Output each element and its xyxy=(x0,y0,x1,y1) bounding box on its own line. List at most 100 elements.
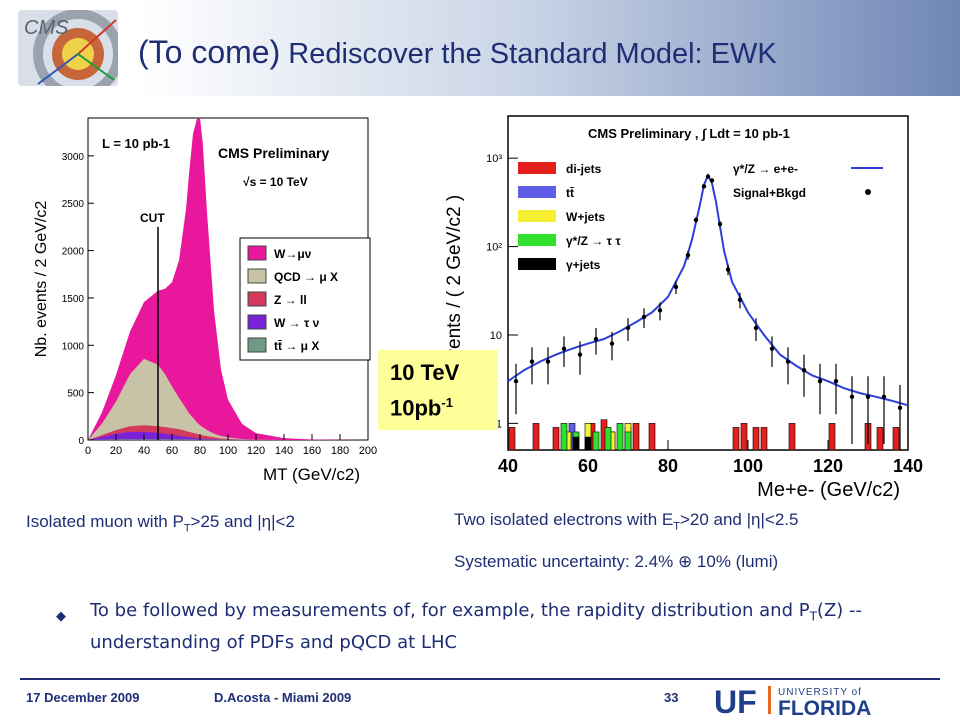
data-point xyxy=(577,352,583,357)
background-bar xyxy=(760,427,768,451)
data-point xyxy=(785,359,791,364)
data-point xyxy=(769,346,775,351)
legend-label: Signal+Bkgd xyxy=(733,186,806,200)
data-point xyxy=(657,308,663,313)
mee-chart: 1 10 10² 10³ 40 60 80 100 120 140 CMS Preliminary … xyxy=(438,108,938,501)
background-bar xyxy=(532,423,540,451)
data-point xyxy=(529,359,535,364)
title-rest: Rediscover the Standard Model: EWK xyxy=(280,38,777,70)
footer-date: 17 December 2009 xyxy=(26,690,140,705)
energy-badge: 10 TeV 10pb-1 xyxy=(378,350,498,430)
x-tick-label: 60 xyxy=(578,456,598,476)
caption-electrons: Two isolated electrons with ET>20 and |η… xyxy=(454,510,798,532)
diamond-bullet-icon: ◆ xyxy=(56,609,66,624)
x-tick-label: 80 xyxy=(658,456,678,476)
data-point xyxy=(709,178,715,183)
badge-lumi-value: 10pb xyxy=(390,395,442,421)
x-tick-label: 20 xyxy=(110,445,122,457)
data-point xyxy=(705,174,711,179)
energy-label: √s = 10 TeV xyxy=(243,175,308,189)
legend-label: QCD → μ X xyxy=(274,270,338,284)
badge-energy: 10 TeV xyxy=(390,360,460,385)
y-tick-label: 0 xyxy=(78,436,84,447)
data-point xyxy=(725,267,731,272)
data-point xyxy=(849,394,855,399)
y-tick-label: 1 xyxy=(496,418,502,430)
y-tick-label: 10 xyxy=(490,330,502,342)
uf-letters: UF xyxy=(714,684,757,718)
data-point xyxy=(513,379,519,384)
background-bar xyxy=(732,427,740,451)
mee-chart-svg: 1 10 10² 10³ 40 60 80 100 120 140 CMS Preliminary … xyxy=(444,115,923,501)
legend-swatch xyxy=(518,186,556,198)
badge-lumi: 10pb-1 xyxy=(390,388,498,423)
caption-el-b: >20 and | xyxy=(679,510,752,529)
x-axis-label: Me+e- (GeV/c2) xyxy=(757,479,900,500)
x-tick-label: 140 xyxy=(275,445,293,457)
legend-swatch xyxy=(247,268,267,284)
background-bar xyxy=(876,427,884,451)
y-tick-label: 2000 xyxy=(62,247,85,258)
title-bar: CMS (To come) Rediscover the Standard Mo… xyxy=(0,0,960,96)
data-point xyxy=(641,314,647,320)
legend-label: Z → ll xyxy=(274,293,307,307)
title-prefix: (To come) xyxy=(138,34,281,70)
caption-muon-c: |<2 xyxy=(271,512,295,531)
legend-label: di-jets xyxy=(566,162,602,176)
legend-label: γ+jets xyxy=(566,258,601,272)
legend-label: tt̄ xyxy=(566,186,574,200)
data-point xyxy=(753,325,759,331)
data-point xyxy=(801,367,807,373)
legend-swatch xyxy=(518,162,556,174)
x-tick-label: 60 xyxy=(166,445,178,457)
legend-swatch xyxy=(518,234,556,246)
legend-label: γ*/Z → τ τ xyxy=(566,234,621,248)
bullet-sub: T xyxy=(809,609,817,624)
legend-label: W→μν xyxy=(274,247,312,261)
cms-logo: CMS xyxy=(18,10,118,86)
data-point xyxy=(673,284,679,290)
y-tick-label: 3000 xyxy=(62,152,85,163)
plot-frame xyxy=(507,115,909,451)
bullet-a: To be followed by measurements of, for e… xyxy=(90,600,810,621)
legend-label: W+jets xyxy=(566,210,605,224)
data-point xyxy=(625,325,631,331)
y-axis-label: Nb. events / 2 GeV/c2 xyxy=(33,201,50,358)
bullet-text: To be followed by measurements of, for e… xyxy=(90,598,940,656)
uf-florida: FLORIDA xyxy=(778,697,871,718)
systematic-uncertainty: Systematic uncertainty: 2.4% ⊕ 10% (lumi… xyxy=(454,552,778,572)
badge-lumi-exp: -1 xyxy=(441,395,453,410)
background-bar xyxy=(632,423,640,451)
data-point xyxy=(693,217,699,223)
mt-chart: 0 500 1000 1500 2000 2500 3000 0 20 40 60 80 100 120 1… xyxy=(28,108,380,500)
legend-swatch xyxy=(247,314,267,330)
x-tick-label: 100 xyxy=(733,456,763,476)
x-tick-label: 140 xyxy=(893,456,923,476)
legend-label: W → τ ν xyxy=(274,316,320,330)
caption-muon: Isolated muon with PT>25 and |η|<2 xyxy=(26,512,295,534)
background-bar xyxy=(508,427,516,451)
mt-chart-svg: 0 500 1000 1500 2000 2500 3000 0 20 40 60 80 100 120 1… xyxy=(33,117,377,484)
data-point xyxy=(685,252,691,258)
caption-el-c: |<2.5 xyxy=(760,510,799,529)
footer-divider xyxy=(20,678,940,680)
legend-swatch xyxy=(518,210,556,222)
legend-swatch xyxy=(247,245,267,261)
data-point xyxy=(737,297,743,303)
x-tick-label: 120 xyxy=(813,456,843,476)
x-tick-label: 0 xyxy=(85,445,91,457)
background-bar xyxy=(892,427,900,451)
background-bar xyxy=(560,423,568,451)
page-title: (To come) Rediscover the Standard Model:… xyxy=(138,34,777,71)
caption-muon-eta: η xyxy=(261,512,272,531)
data-point xyxy=(833,379,839,384)
legend-swatch xyxy=(518,258,556,270)
data-point xyxy=(701,184,707,189)
x-tick-label: 40 xyxy=(138,445,150,457)
y-tick-label: 10² xyxy=(486,242,502,254)
y-tick-label: 1000 xyxy=(62,341,85,352)
legend-swatch xyxy=(865,189,871,195)
x-tick-label: 180 xyxy=(331,445,349,457)
data-point xyxy=(865,394,871,399)
data-point xyxy=(897,405,903,411)
